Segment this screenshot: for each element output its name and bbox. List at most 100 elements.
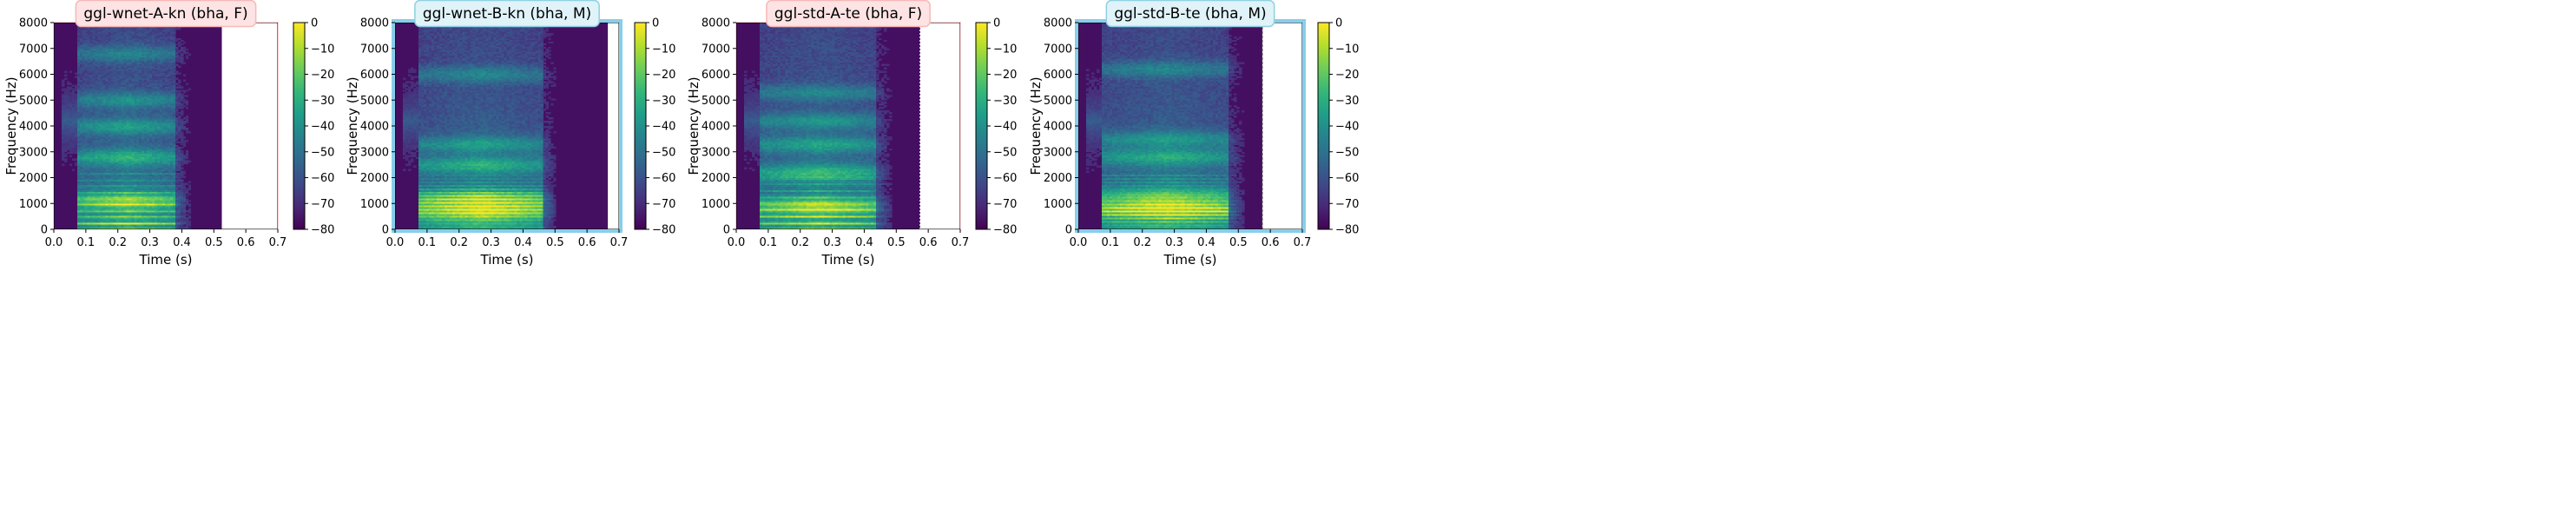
y-tick-label: 0 [382,224,389,237]
colorbar-tick-label: −70 [993,198,1017,211]
colorbar-tick-label: −60 [993,172,1017,185]
y-axis-label: Frequency (Hz) [345,76,360,175]
x-tick-label: 0.7 [1294,236,1312,249]
y-tick-label: 5000 [19,95,48,108]
y-tick-label: 7000 [1044,43,1072,56]
colorbar-tick-label: −50 [311,146,334,159]
colorbar-tick-label: −70 [311,198,334,211]
x-tick-label: 0.4 [173,236,191,249]
colorbar-tick-label: −10 [311,43,334,56]
y-tick-label: 3000 [19,146,48,159]
y-tick-label: 4000 [1044,121,1072,134]
y-tick-label: 8000 [19,17,48,30]
x-tick-label: 0.2 [1133,236,1151,249]
y-tick-label: 1000 [360,198,389,211]
panel-title-text: ggl-std-B-te (bha, M) [1114,5,1266,23]
colorbar-tick-label: −40 [652,121,675,134]
spectrogram-image [62,23,191,229]
colorbar-tick-label: 0 [652,17,659,30]
x-axis-label: Time (s) [139,252,193,268]
colorbar-tick-label: −80 [311,224,334,237]
x-tick-label: 0.4 [1197,236,1216,249]
x-tick-label: 0.6 [919,236,938,249]
colorbar-tick-label: −80 [1335,224,1359,237]
x-tick-label: 0.6 [1262,236,1280,249]
y-axis-label: Frequency (Hz) [1028,76,1044,175]
y-tick-label: 5000 [702,95,730,108]
spectrogram-image [744,23,893,229]
colorbar-tick-label: −20 [1335,69,1359,82]
x-tick-label: 0.0 [728,236,746,249]
x-tick-label: 0.1 [760,236,778,249]
panel-title-text: ggl-std-A-te (bha, F) [774,5,922,23]
y-tick-label: 2000 [702,172,730,185]
x-tick-label: 0.5 [546,236,564,249]
panel-title: ggl-wnet-B-kn (bha, M) [415,1,599,27]
colorbar-tick-label: −50 [652,146,675,159]
x-tick-label: 0.7 [952,236,970,249]
colorbar-tick-label: −70 [652,198,675,211]
y-tick-label: 4000 [360,121,389,134]
x-axis-label: Time (s) [480,252,534,268]
panel-title: ggl-std-A-te (bha, F) [767,1,930,27]
colorbar [976,23,987,229]
x-tick-label: 0.6 [237,236,255,249]
y-tick-label: 6000 [702,69,730,82]
y-tick-label: 3000 [1044,146,1072,159]
x-tick-label: 0.5 [887,236,906,249]
colorbar-tick-label: −10 [993,43,1017,56]
y-tick-label: 8000 [360,17,389,30]
y-tick-label: 7000 [19,43,48,56]
x-tick-label: 0.3 [1165,236,1183,249]
colorbar-tick-label: −50 [993,146,1017,159]
colorbar [635,23,646,229]
colorbar-tick-label: 0 [1335,17,1342,30]
y-tick-label: 2000 [19,172,48,185]
y-tick-label: 7000 [702,43,730,56]
colorbar-tick-label: −40 [1335,121,1359,134]
y-tick-label: 3000 [360,146,389,159]
colorbar-tick-label: 0 [311,17,318,30]
y-tick-label: 4000 [19,121,48,134]
colorbar-tick-label: −40 [311,121,334,134]
colorbar-tick-label: −30 [1335,95,1359,108]
x-tick-label: 0.5 [1229,236,1248,249]
x-axis-label: Time (s) [821,252,875,268]
y-tick-label: 0 [41,224,48,237]
y-tick-label: 5000 [360,95,389,108]
colorbar-tick-label: −30 [652,95,675,108]
y-tick-label: 8000 [1044,17,1072,30]
panel-title: ggl-wnet-A-kn (bha, F) [76,1,255,27]
colorbar-tick-label: −30 [311,95,334,108]
colorbar-tick-label: −20 [652,69,675,82]
colorbar-tick-label: −10 [652,43,675,56]
x-tick-label: 0.3 [141,236,159,249]
y-tick-label: 2000 [1044,172,1072,185]
colorbar [1318,23,1329,229]
x-tick-label: 0.2 [450,236,468,249]
x-tick-label: 0.4 [514,236,532,249]
y-tick-label: 6000 [360,69,389,82]
x-tick-label: 0.0 [386,236,405,249]
colorbar-tick-label: −10 [1335,43,1359,56]
y-tick-label: 5000 [1044,95,1072,108]
x-axis-label: Time (s) [1163,252,1217,268]
colorbar-tick-label: −80 [652,224,675,237]
x-tick-label: 0.7 [610,236,629,249]
colorbar-tick-label: −20 [993,69,1017,82]
panel-title: ggl-std-B-te (bha, M) [1106,1,1274,27]
y-tick-label: 3000 [702,146,730,159]
x-tick-label: 0.4 [855,236,873,249]
colorbar-tick-label: −60 [311,172,334,185]
x-tick-label: 0.1 [1102,236,1120,249]
colorbar-tick-label: −20 [311,69,334,82]
x-tick-label: 0.0 [1070,236,1088,249]
y-tick-label: 8000 [702,17,730,30]
x-tick-label: 0.1 [418,236,437,249]
spectrogram-image [403,23,557,229]
